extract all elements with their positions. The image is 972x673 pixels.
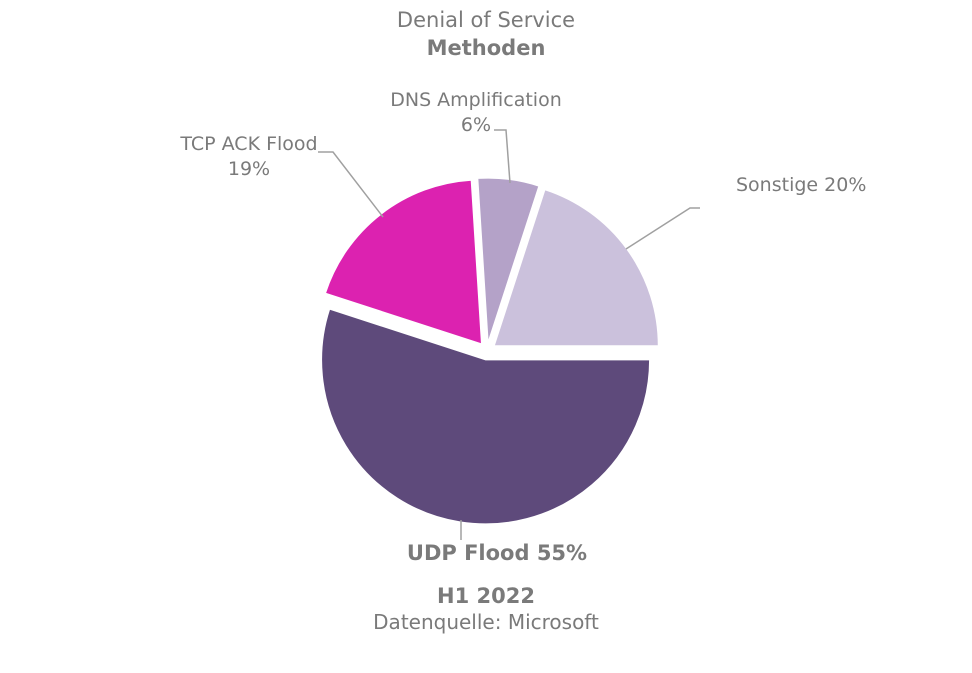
leader-line — [494, 129, 511, 184]
leader-line — [318, 151, 384, 218]
pie-slice-dns-amplification — [477, 177, 540, 343]
pie-slice-udp-flood — [321, 308, 651, 525]
pie-slice-sonstige — [493, 189, 659, 347]
slice-label: TCP ACK Flood 19% — [179, 133, 317, 180]
slice-label: UDP Flood 55% — [407, 541, 587, 565]
chart-title: Denial of Service — [396, 8, 576, 32]
slice-label: Sonstige 20% — [736, 174, 866, 196]
leader-line — [625, 207, 700, 250]
chart-period: H1 2022 — [437, 584, 535, 608]
chart-source: Datenquelle: Microsoft — [373, 610, 599, 634]
chart-subtitle: Methoden — [426, 36, 546, 60]
slice-label: DNS Amplification 6% — [390, 89, 562, 136]
